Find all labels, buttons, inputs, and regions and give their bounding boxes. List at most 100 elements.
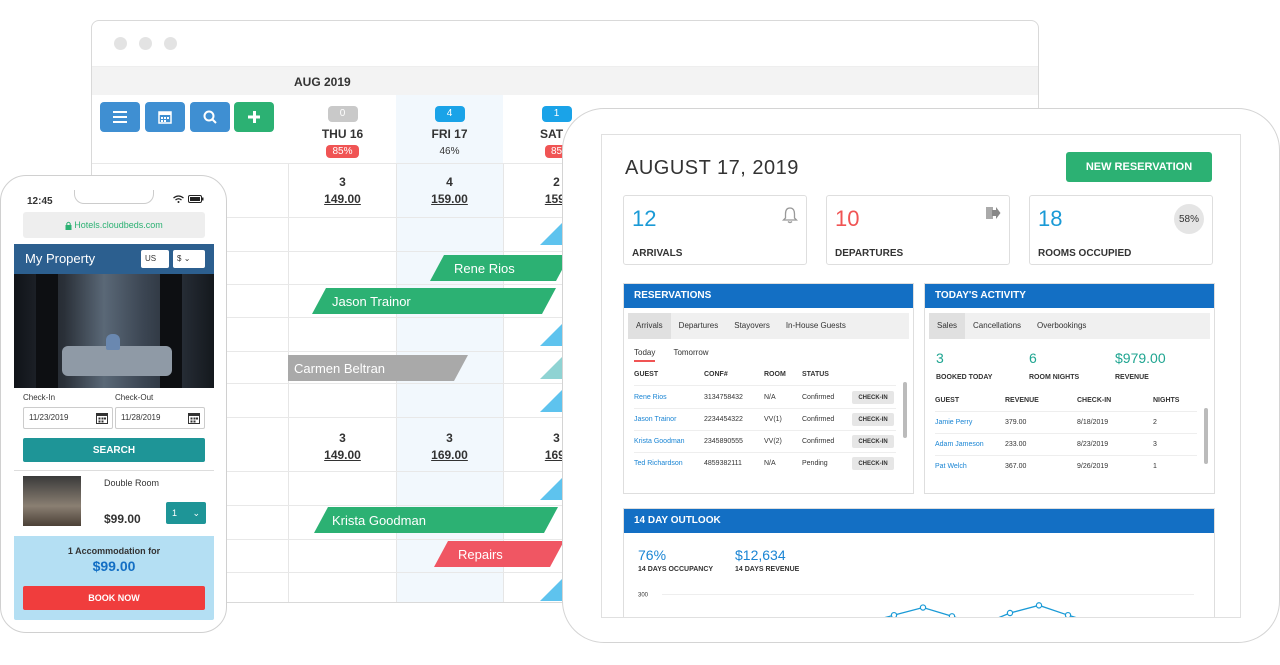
window-minimize-dot[interactable] (139, 37, 152, 50)
outlook-revenue: $12,634 (735, 547, 786, 563)
available-count: 3 (446, 431, 453, 445)
check-in-button[interactable]: CHECK-IN (852, 435, 894, 448)
window-maximize-dot[interactable] (164, 37, 177, 50)
guest-link[interactable]: Pat Welch (935, 463, 967, 470)
currency-select[interactable]: $ ⌄ (173, 250, 205, 268)
booking-edge[interactable] (540, 579, 562, 601)
language-value: US (145, 254, 157, 263)
day-header-thu[interactable]: 0 THU 16 85% (289, 103, 396, 159)
check-in-button[interactable]: CHECK-IN (852, 413, 894, 426)
search-button[interactable] (190, 102, 230, 132)
table-row[interactable]: Adam Jameson 233.00 8/23/2019 3 (935, 434, 1197, 456)
reservations-scrollbar[interactable] (903, 382, 907, 438)
url-bar[interactable]: Hotels.cloudbeds.com (23, 212, 205, 238)
subtab-today[interactable]: Today (634, 348, 656, 362)
plus-icon (248, 111, 260, 123)
table-row[interactable]: Ted Richardson 4859382111 N/A Pending CH… (634, 453, 896, 475)
column-header: STATUS (802, 371, 829, 378)
language-select[interactable]: US ⌄ (141, 250, 169, 281)
reservations-tabs: Arrivals Departures Stayovers In-House G… (628, 313, 909, 339)
booking-bar-repairs[interactable]: Repairs (434, 541, 564, 567)
column-header: CHECK-IN (1077, 397, 1112, 404)
tab-sales[interactable]: Sales (929, 313, 966, 339)
table-row[interactable]: Jamie Perry 379.00 8/18/2019 2 (935, 412, 1197, 434)
table-row[interactable]: Jason Trainor 2234454322 VV(1) Confirmed… (634, 409, 896, 431)
outlook-panel: 14 DAY OUTLOOK 76% 14 DAYS OCCUPANCY $12… (623, 508, 1215, 618)
departures-card[interactable]: 10 DEPARTURES (826, 195, 1010, 265)
availability-cell[interactable]: 3 149.00 (289, 175, 396, 206)
check-in-button[interactable]: CHECK-IN (852, 391, 894, 404)
tab-overbookings[interactable]: Overbookings (1037, 321, 1087, 330)
arrivals-card[interactable]: 12 ARRIVALS (623, 195, 807, 265)
availability-cell[interactable]: 3 149.00 (289, 431, 396, 462)
guest-link[interactable]: Krista Goodman (634, 438, 685, 445)
month-bar: AUG 2019 (92, 67, 1038, 95)
data-point[interactable] (919, 604, 927, 611)
rooms-occupied-card[interactable]: 18 58% ROOMS OCCUPIED (1029, 195, 1213, 265)
rate-price[interactable]: 149.00 (324, 448, 361, 462)
room-value: N/A (764, 394, 776, 401)
tab-cancellations[interactable]: Cancellations (973, 321, 1022, 330)
add-button[interactable] (234, 102, 274, 132)
summary-price: $99.00 (92, 558, 136, 574)
data-point[interactable] (890, 611, 898, 618)
activity-scrollbar[interactable] (1204, 408, 1208, 464)
guest-link[interactable]: Ted Richardson (634, 460, 683, 467)
guest-link[interactable]: Jamie Perry (935, 419, 973, 426)
book-now-button[interactable]: BOOK NOW (23, 586, 205, 610)
booking-edge[interactable] (540, 324, 562, 346)
departures-label: DEPARTURES (835, 248, 904, 259)
booking-edge[interactable] (540, 390, 562, 412)
calendar-button[interactable] (145, 102, 185, 132)
rate-price[interactable]: 169.00 (431, 448, 468, 462)
check-in-date-field[interactable]: 11/23/2019 (23, 407, 113, 429)
tab-stayovers[interactable]: Stayovers (734, 321, 770, 330)
window-close-dot[interactable] (114, 37, 127, 50)
y-tick-label: 300 (638, 592, 649, 598)
booking-edge[interactable] (540, 478, 562, 500)
calendar-icon (96, 413, 108, 424)
booking-guest-name: Carmen Beltran (294, 360, 386, 376)
table-row[interactable]: Rene Rios 3134758432 N/A Confirmed CHECK… (634, 387, 896, 409)
availability-cell[interactable]: 3 169.00 (396, 431, 503, 462)
column-header: GUEST (634, 371, 659, 378)
column-header: CONF# (704, 371, 728, 378)
table-row[interactable]: Krista Goodman 2345890555 VV(2) Confirme… (634, 431, 896, 453)
subtab-tomorrow[interactable]: Tomorrow (673, 348, 709, 357)
room-value: VV(1) (764, 416, 782, 423)
menu-button[interactable] (100, 102, 140, 132)
guest-link[interactable]: Rene Rios (634, 394, 667, 401)
booking-bar-krista-goodman[interactable]: Krista Goodman (314, 507, 558, 533)
booking-bar-jason-trainor[interactable]: Jason Trainor (312, 288, 556, 314)
rate-price[interactable]: 159.00 (431, 192, 468, 206)
table-row[interactable]: Pat Welch 367.00 9/26/2019 1 (935, 456, 1197, 478)
booking-edge[interactable] (540, 357, 562, 379)
data-point[interactable] (948, 613, 956, 618)
day-count-badge: 0 (327, 106, 358, 122)
new-reservation-button[interactable]: NEW RESERVATION (1066, 152, 1212, 182)
check-out-date-field[interactable]: 11/28/2019 (115, 407, 205, 429)
check-in-button[interactable]: CHECK-IN (852, 457, 894, 470)
booking-bar-rene-rios[interactable]: Rene Rios (430, 255, 570, 281)
guest-link[interactable]: Jason Trainor (634, 416, 677, 423)
data-point[interactable] (1035, 602, 1043, 609)
data-point[interactable] (1064, 611, 1072, 618)
booking-edge[interactable] (540, 223, 562, 245)
availability-cell[interactable]: 4 159.00 (396, 175, 503, 206)
check-in-date-value: 11/23/2019 (29, 413, 69, 422)
search-button[interactable]: SEARCH (23, 438, 205, 462)
tab-departures[interactable]: Departures (678, 321, 719, 330)
tab-in-house-guests[interactable]: In-House Guests (785, 321, 846, 330)
guest-link[interactable]: Adam Jameson (935, 441, 984, 448)
booking-bar-carmen-beltran[interactable]: Carmen Beltran (288, 355, 468, 381)
day-name: THU 16 (321, 127, 364, 141)
menu-icon (113, 111, 127, 123)
data-point[interactable] (1006, 609, 1014, 617)
day-header-fri[interactable]: 4 FRI 17 46% (396, 103, 503, 159)
check-in-date: 9/26/2019 (1077, 463, 1109, 470)
rate-price[interactable]: 149.00 (324, 192, 361, 206)
calendar-icon (188, 413, 200, 424)
tab-arrivals[interactable]: Arrivals (628, 313, 671, 339)
room-quantity-select[interactable]: 1 ⌄ (166, 502, 206, 524)
check-out-date-value: 11/28/2019 (121, 413, 161, 422)
